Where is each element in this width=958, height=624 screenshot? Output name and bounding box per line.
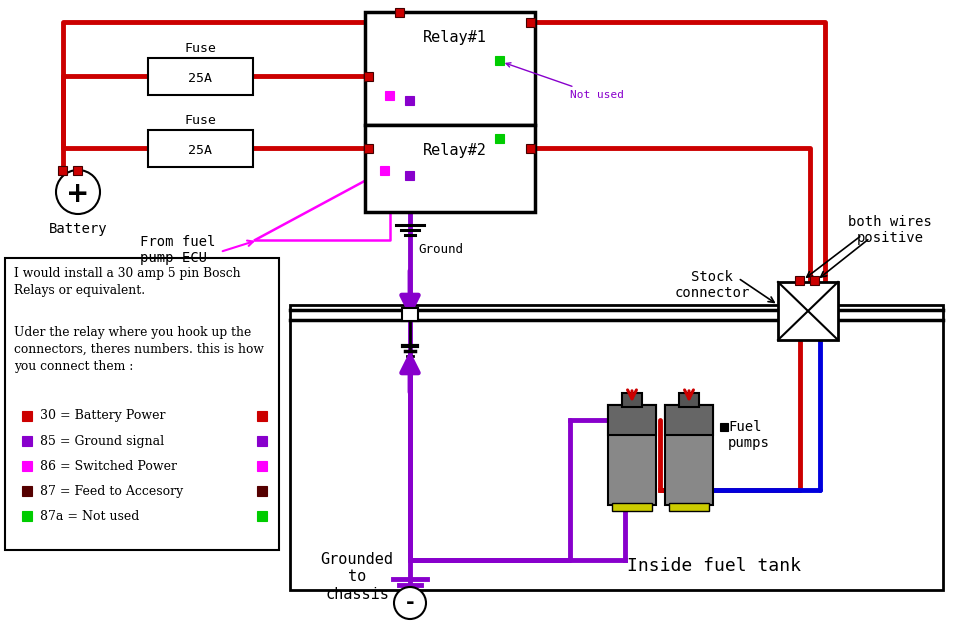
- Bar: [290, 305, 943, 590]
- Text: -: -: [405, 593, 414, 613]
- Text: Fuel
pumps: Fuel pumps: [728, 420, 770, 450]
- Text: Fuse: Fuse: [185, 114, 217, 127]
- Bar: [720, 423, 728, 431]
- Bar: [364, 144, 374, 152]
- Bar: [385, 90, 395, 99]
- Bar: [257, 486, 267, 496]
- Circle shape: [394, 587, 426, 619]
- Text: Uder the relay where you hook up the
connectors, theres numbers. this is how
you: Uder the relay where you hook up the con…: [14, 326, 263, 373]
- Text: I would install a 30 amp 5 pin Bosch
Relays or equivalent.: I would install a 30 amp 5 pin Bosch Rel…: [14, 267, 240, 297]
- Text: Not used: Not used: [506, 63, 624, 100]
- Bar: [665, 405, 713, 505]
- Bar: [405, 170, 415, 180]
- Text: both wires
positive: both wires positive: [848, 215, 932, 245]
- Bar: [679, 393, 699, 407]
- Text: Ground: Ground: [418, 243, 463, 256]
- Bar: [495, 56, 505, 64]
- Text: +: +: [66, 180, 90, 208]
- Bar: [5, 258, 279, 550]
- Text: Relay#2: Relay#2: [423, 143, 487, 158]
- Text: Relay#1: Relay#1: [423, 30, 487, 45]
- Text: 25A: 25A: [189, 144, 213, 157]
- Text: From fuel
pump ECU: From fuel pump ECU: [140, 235, 216, 265]
- Circle shape: [56, 170, 100, 214]
- Bar: [380, 165, 390, 175]
- Bar: [22, 411, 32, 421]
- Bar: [365, 125, 535, 212]
- Bar: [608, 405, 656, 505]
- Bar: [22, 461, 32, 471]
- Bar: [622, 393, 642, 407]
- Bar: [74, 165, 82, 175]
- Bar: [795, 276, 805, 285]
- Bar: [148, 130, 253, 167]
- Text: 25A: 25A: [189, 72, 213, 85]
- Bar: [810, 276, 819, 285]
- Bar: [527, 144, 536, 152]
- Text: 30 = Battery Power: 30 = Battery Power: [40, 409, 166, 422]
- Bar: [257, 436, 267, 446]
- Bar: [364, 72, 374, 80]
- Text: Fuse: Fuse: [185, 42, 217, 55]
- Bar: [612, 503, 652, 511]
- Bar: [22, 436, 32, 446]
- Bar: [257, 411, 267, 421]
- Bar: [396, 7, 404, 16]
- Text: 87a = Not used: 87a = Not used: [40, 510, 139, 522]
- Bar: [402, 308, 418, 321]
- Bar: [608, 405, 656, 435]
- Bar: [257, 511, 267, 521]
- Text: Battery: Battery: [49, 222, 107, 236]
- Bar: [257, 461, 267, 471]
- Text: 86 = Switched Power: 86 = Switched Power: [40, 459, 177, 472]
- Text: 85 = Ground signal: 85 = Ground signal: [40, 434, 164, 447]
- Bar: [665, 405, 713, 435]
- Bar: [495, 134, 505, 142]
- Bar: [22, 486, 32, 496]
- Bar: [365, 12, 535, 125]
- Bar: [22, 511, 32, 521]
- Bar: [148, 58, 253, 95]
- Bar: [527, 17, 536, 26]
- Bar: [405, 95, 415, 104]
- Text: Inside fuel tank: Inside fuel tank: [627, 557, 802, 575]
- Bar: [669, 503, 709, 511]
- Bar: [778, 282, 838, 340]
- Text: Grounded
to
chassis: Grounded to chassis: [321, 552, 394, 602]
- Text: Stock
connector: Stock connector: [674, 270, 750, 300]
- Text: 87 = Feed to Accesory: 87 = Feed to Accesory: [40, 484, 183, 497]
- Bar: [58, 165, 67, 175]
